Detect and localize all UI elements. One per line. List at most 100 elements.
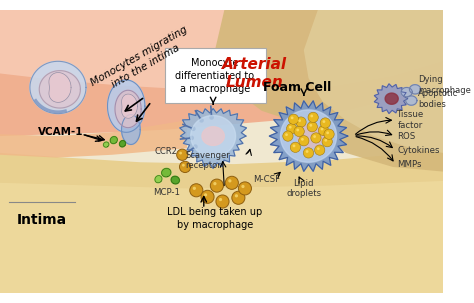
- Circle shape: [292, 145, 295, 147]
- Circle shape: [190, 136, 194, 140]
- Text: M-CSF: M-CSF: [253, 175, 280, 184]
- Circle shape: [303, 148, 314, 158]
- Circle shape: [193, 144, 198, 149]
- Circle shape: [290, 142, 301, 152]
- FancyBboxPatch shape: [164, 48, 266, 103]
- Circle shape: [310, 124, 312, 127]
- Polygon shape: [39, 71, 81, 108]
- Polygon shape: [0, 10, 443, 92]
- Polygon shape: [110, 137, 118, 144]
- Text: Foam Cell: Foam Cell: [263, 81, 331, 94]
- Circle shape: [319, 125, 328, 136]
- Circle shape: [324, 129, 334, 139]
- Circle shape: [235, 194, 238, 198]
- Text: Intima: Intima: [17, 213, 67, 227]
- Polygon shape: [103, 142, 109, 147]
- Circle shape: [296, 128, 299, 132]
- Circle shape: [219, 198, 222, 201]
- Polygon shape: [121, 115, 140, 145]
- Circle shape: [225, 176, 238, 189]
- Circle shape: [320, 128, 323, 131]
- Polygon shape: [0, 181, 443, 293]
- Polygon shape: [215, 10, 443, 171]
- Circle shape: [201, 190, 214, 203]
- Circle shape: [322, 120, 325, 123]
- Polygon shape: [119, 141, 126, 147]
- Circle shape: [322, 137, 332, 147]
- Text: LDL being taken up
by macrophage: LDL being taken up by macrophage: [167, 207, 263, 230]
- Circle shape: [311, 133, 321, 143]
- Text: Apoptotic
bodies: Apoptotic bodies: [418, 89, 458, 109]
- Polygon shape: [269, 101, 348, 171]
- Polygon shape: [297, 125, 323, 147]
- Polygon shape: [180, 108, 246, 168]
- Circle shape: [308, 112, 319, 122]
- Circle shape: [291, 116, 293, 119]
- Circle shape: [182, 164, 185, 167]
- Circle shape: [313, 135, 316, 138]
- Circle shape: [232, 191, 245, 204]
- Text: ROS: ROS: [397, 132, 416, 141]
- Circle shape: [296, 117, 306, 127]
- Circle shape: [317, 147, 319, 150]
- Circle shape: [213, 182, 217, 185]
- Circle shape: [310, 115, 313, 117]
- Polygon shape: [108, 80, 145, 132]
- Polygon shape: [122, 94, 137, 118]
- Polygon shape: [374, 84, 408, 114]
- Circle shape: [294, 126, 304, 137]
- Text: Tissue
factor: Tissue factor: [397, 111, 425, 130]
- Circle shape: [241, 185, 245, 188]
- Circle shape: [299, 136, 309, 146]
- Polygon shape: [281, 110, 337, 162]
- Text: Monocytes migrating
into the intima: Monocytes migrating into the intima: [89, 24, 195, 98]
- Text: CCR2: CCR2: [155, 147, 178, 155]
- Circle shape: [180, 161, 191, 172]
- Text: VCAM-1: VCAM-1: [38, 127, 83, 137]
- Circle shape: [326, 132, 329, 134]
- Circle shape: [289, 126, 292, 128]
- Polygon shape: [385, 93, 398, 104]
- Text: Dying
macrophage: Dying macrophage: [418, 75, 471, 95]
- Circle shape: [283, 131, 293, 141]
- Polygon shape: [49, 72, 71, 102]
- Polygon shape: [0, 10, 443, 136]
- Circle shape: [307, 122, 318, 132]
- Circle shape: [315, 145, 325, 155]
- Circle shape: [210, 115, 214, 120]
- Circle shape: [179, 152, 182, 155]
- Circle shape: [190, 184, 203, 197]
- Polygon shape: [30, 61, 86, 114]
- Circle shape: [285, 133, 288, 136]
- Circle shape: [286, 123, 297, 134]
- Circle shape: [204, 193, 207, 197]
- Circle shape: [199, 118, 204, 123]
- Polygon shape: [406, 96, 417, 105]
- Polygon shape: [410, 85, 420, 94]
- Polygon shape: [401, 88, 412, 97]
- Polygon shape: [0, 120, 187, 158]
- Circle shape: [228, 179, 231, 182]
- Polygon shape: [155, 176, 162, 183]
- Polygon shape: [171, 176, 180, 184]
- Circle shape: [238, 182, 252, 195]
- Circle shape: [320, 118, 330, 128]
- Circle shape: [324, 139, 327, 142]
- Circle shape: [191, 126, 196, 131]
- Text: Monocyte
differentiated to
a macrophage: Monocyte differentiated to a macrophage: [175, 58, 255, 95]
- Circle shape: [193, 187, 196, 190]
- Circle shape: [298, 119, 301, 122]
- Circle shape: [216, 195, 229, 208]
- Text: Lipid
droplets: Lipid droplets: [286, 179, 321, 198]
- Circle shape: [301, 138, 304, 141]
- Text: Scavenger
receptor: Scavenger receptor: [185, 151, 230, 170]
- Text: Cytokines: Cytokines: [397, 146, 440, 155]
- Text: MMPs: MMPs: [397, 160, 422, 169]
- Text: MCP-1: MCP-1: [153, 188, 180, 197]
- Polygon shape: [162, 168, 171, 177]
- Circle shape: [306, 150, 309, 153]
- Polygon shape: [0, 148, 443, 293]
- Circle shape: [288, 114, 299, 125]
- Polygon shape: [115, 90, 141, 128]
- Polygon shape: [202, 127, 224, 145]
